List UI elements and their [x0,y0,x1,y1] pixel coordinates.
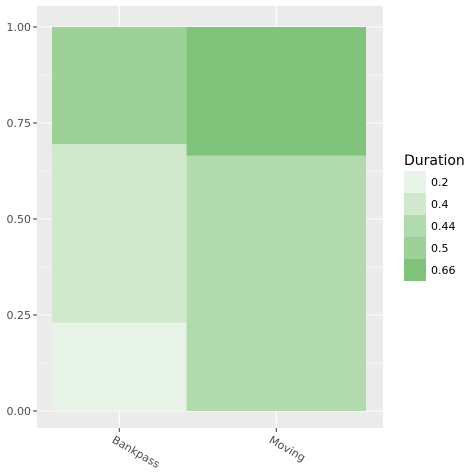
bar-segment [52,322,187,411]
y-tick-label: 1.00 [7,21,32,34]
legend-swatch [404,237,426,259]
bar-segment [186,27,366,156]
x-axis: Bankpass Moving [110,428,308,471]
x-tick-label: Moving [267,433,308,464]
legend-swatch [404,215,426,237]
legend-label: 0.66 [431,264,456,277]
legend-label: 0.2 [431,176,449,189]
bar-segment [52,144,187,323]
bar-segment [186,155,366,411]
legend-swatch [404,171,426,193]
legend-label: 0.4 [431,198,449,211]
bar-segment [52,27,187,145]
y-tick-label: 0.00 [7,405,32,418]
bars [52,27,366,411]
y-tick-label: 0.25 [7,309,32,322]
legend-swatch [404,193,426,215]
legend: Duration 0.2 0.4 0.44 0.5 0.66 [404,153,465,281]
y-axis: 0.00 0.25 0.50 0.75 1.00 [7,21,37,418]
legend-label: 0.44 [431,220,456,233]
legend-swatch [404,259,426,281]
y-tick-label: 0.50 [7,213,32,226]
legend-title: Duration [404,153,465,169]
y-tick-label: 0.75 [7,117,32,130]
x-tick-label: Bankpass [110,433,162,471]
legend-label: 0.5 [431,242,449,255]
